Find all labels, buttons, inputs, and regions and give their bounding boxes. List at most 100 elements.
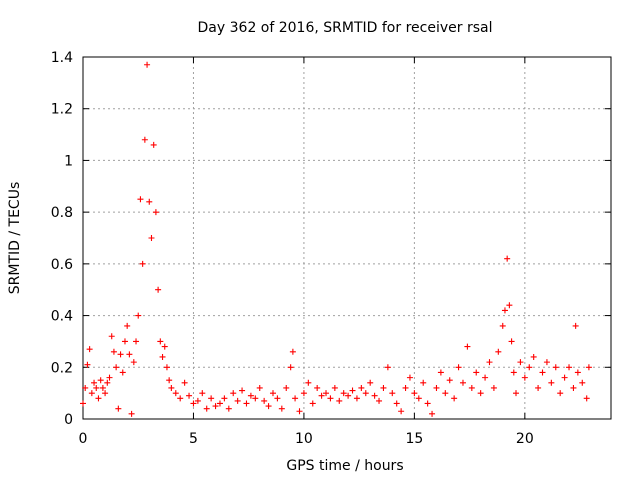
data-point (292, 395, 299, 402)
data-point (300, 390, 307, 397)
data-point (289, 348, 296, 355)
data-point (144, 61, 151, 68)
data-point (177, 395, 184, 402)
data-point (221, 395, 228, 402)
data-point (543, 359, 550, 366)
data-point (137, 196, 144, 203)
data-point (327, 395, 334, 402)
data-point (243, 400, 250, 407)
data-points (80, 61, 592, 417)
data-point (486, 359, 493, 366)
data-point (314, 384, 321, 391)
data-point (574, 369, 581, 376)
data-point (579, 379, 586, 386)
data-point (464, 343, 471, 350)
data-point (133, 338, 140, 345)
data-point (91, 379, 98, 386)
data-point (389, 390, 396, 397)
tick-labels: 0 5 10 15 20 0 0.2 0.4 0.6 0.8 1 1.2 1.4 (51, 50, 534, 447)
data-point (380, 384, 387, 391)
data-point (345, 392, 352, 399)
data-point (477, 390, 484, 397)
data-point (152, 209, 159, 216)
data-point (208, 395, 215, 402)
data-point (376, 397, 383, 404)
data-point (583, 395, 590, 402)
plot-frame (82, 56, 612, 420)
data-point (318, 392, 325, 399)
data-point (535, 384, 542, 391)
data-point (99, 384, 106, 391)
data-point (358, 384, 365, 391)
data-point (353, 395, 360, 402)
data-point (119, 369, 126, 376)
data-point (305, 379, 312, 386)
y-tick-label: 1.4 (51, 50, 73, 66)
data-point (190, 400, 197, 407)
data-point (517, 359, 524, 366)
data-point (225, 405, 232, 412)
y-tick-label: 0.2 (51, 360, 73, 376)
data-point (309, 400, 316, 407)
data-point (150, 141, 157, 148)
data-point (504, 255, 511, 262)
data-point (88, 390, 95, 397)
data-point (510, 369, 517, 376)
data-point (102, 390, 109, 397)
data-point (526, 364, 533, 371)
data-point (442, 390, 449, 397)
data-point (230, 390, 237, 397)
data-point (159, 353, 166, 360)
data-point (239, 387, 246, 394)
data-point (566, 364, 573, 371)
data-point (482, 374, 489, 381)
y-tick-label: 0 (64, 412, 73, 428)
data-point (199, 390, 206, 397)
data-point (181, 379, 188, 386)
data-point (371, 392, 378, 399)
data-point (287, 364, 294, 371)
data-point (155, 286, 162, 293)
data-point (424, 400, 431, 407)
y-axis-label: SRMTID / TECUs (7, 182, 23, 295)
data-point (552, 364, 559, 371)
data-point (115, 405, 122, 412)
data-point (148, 235, 155, 241)
data-point (194, 397, 201, 404)
y-tick-label: 1.2 (51, 102, 73, 118)
data-point (128, 410, 135, 417)
data-point (451, 395, 458, 402)
data-point (252, 395, 259, 402)
data-point (331, 384, 338, 391)
data-point (93, 384, 100, 391)
data-point (384, 364, 391, 371)
data-point (80, 400, 86, 407)
x-tick-label: 15 (405, 431, 423, 447)
data-point (506, 302, 513, 309)
data-point (166, 377, 173, 384)
y-tick-label: 1 (64, 153, 73, 169)
data-point (106, 374, 113, 381)
data-point (172, 390, 179, 397)
data-point (433, 384, 440, 391)
x-tick-label: 20 (516, 431, 534, 447)
data-point (349, 387, 356, 394)
data-point (420, 379, 427, 386)
data-point (110, 348, 117, 355)
data-point (446, 377, 453, 384)
chart-title: Day 362 of 2016, SRMTID for receiver rsa… (198, 20, 493, 36)
data-point (278, 405, 285, 412)
data-point (86, 346, 93, 353)
data-point (437, 369, 444, 376)
data-point (82, 384, 89, 391)
data-point (130, 359, 137, 366)
data-point (429, 410, 436, 417)
data-point (561, 374, 568, 381)
data-point (530, 353, 537, 360)
data-point (203, 405, 210, 412)
data-point (362, 390, 369, 397)
data-point (585, 364, 592, 371)
data-point (157, 338, 164, 345)
data-point (508, 338, 515, 345)
